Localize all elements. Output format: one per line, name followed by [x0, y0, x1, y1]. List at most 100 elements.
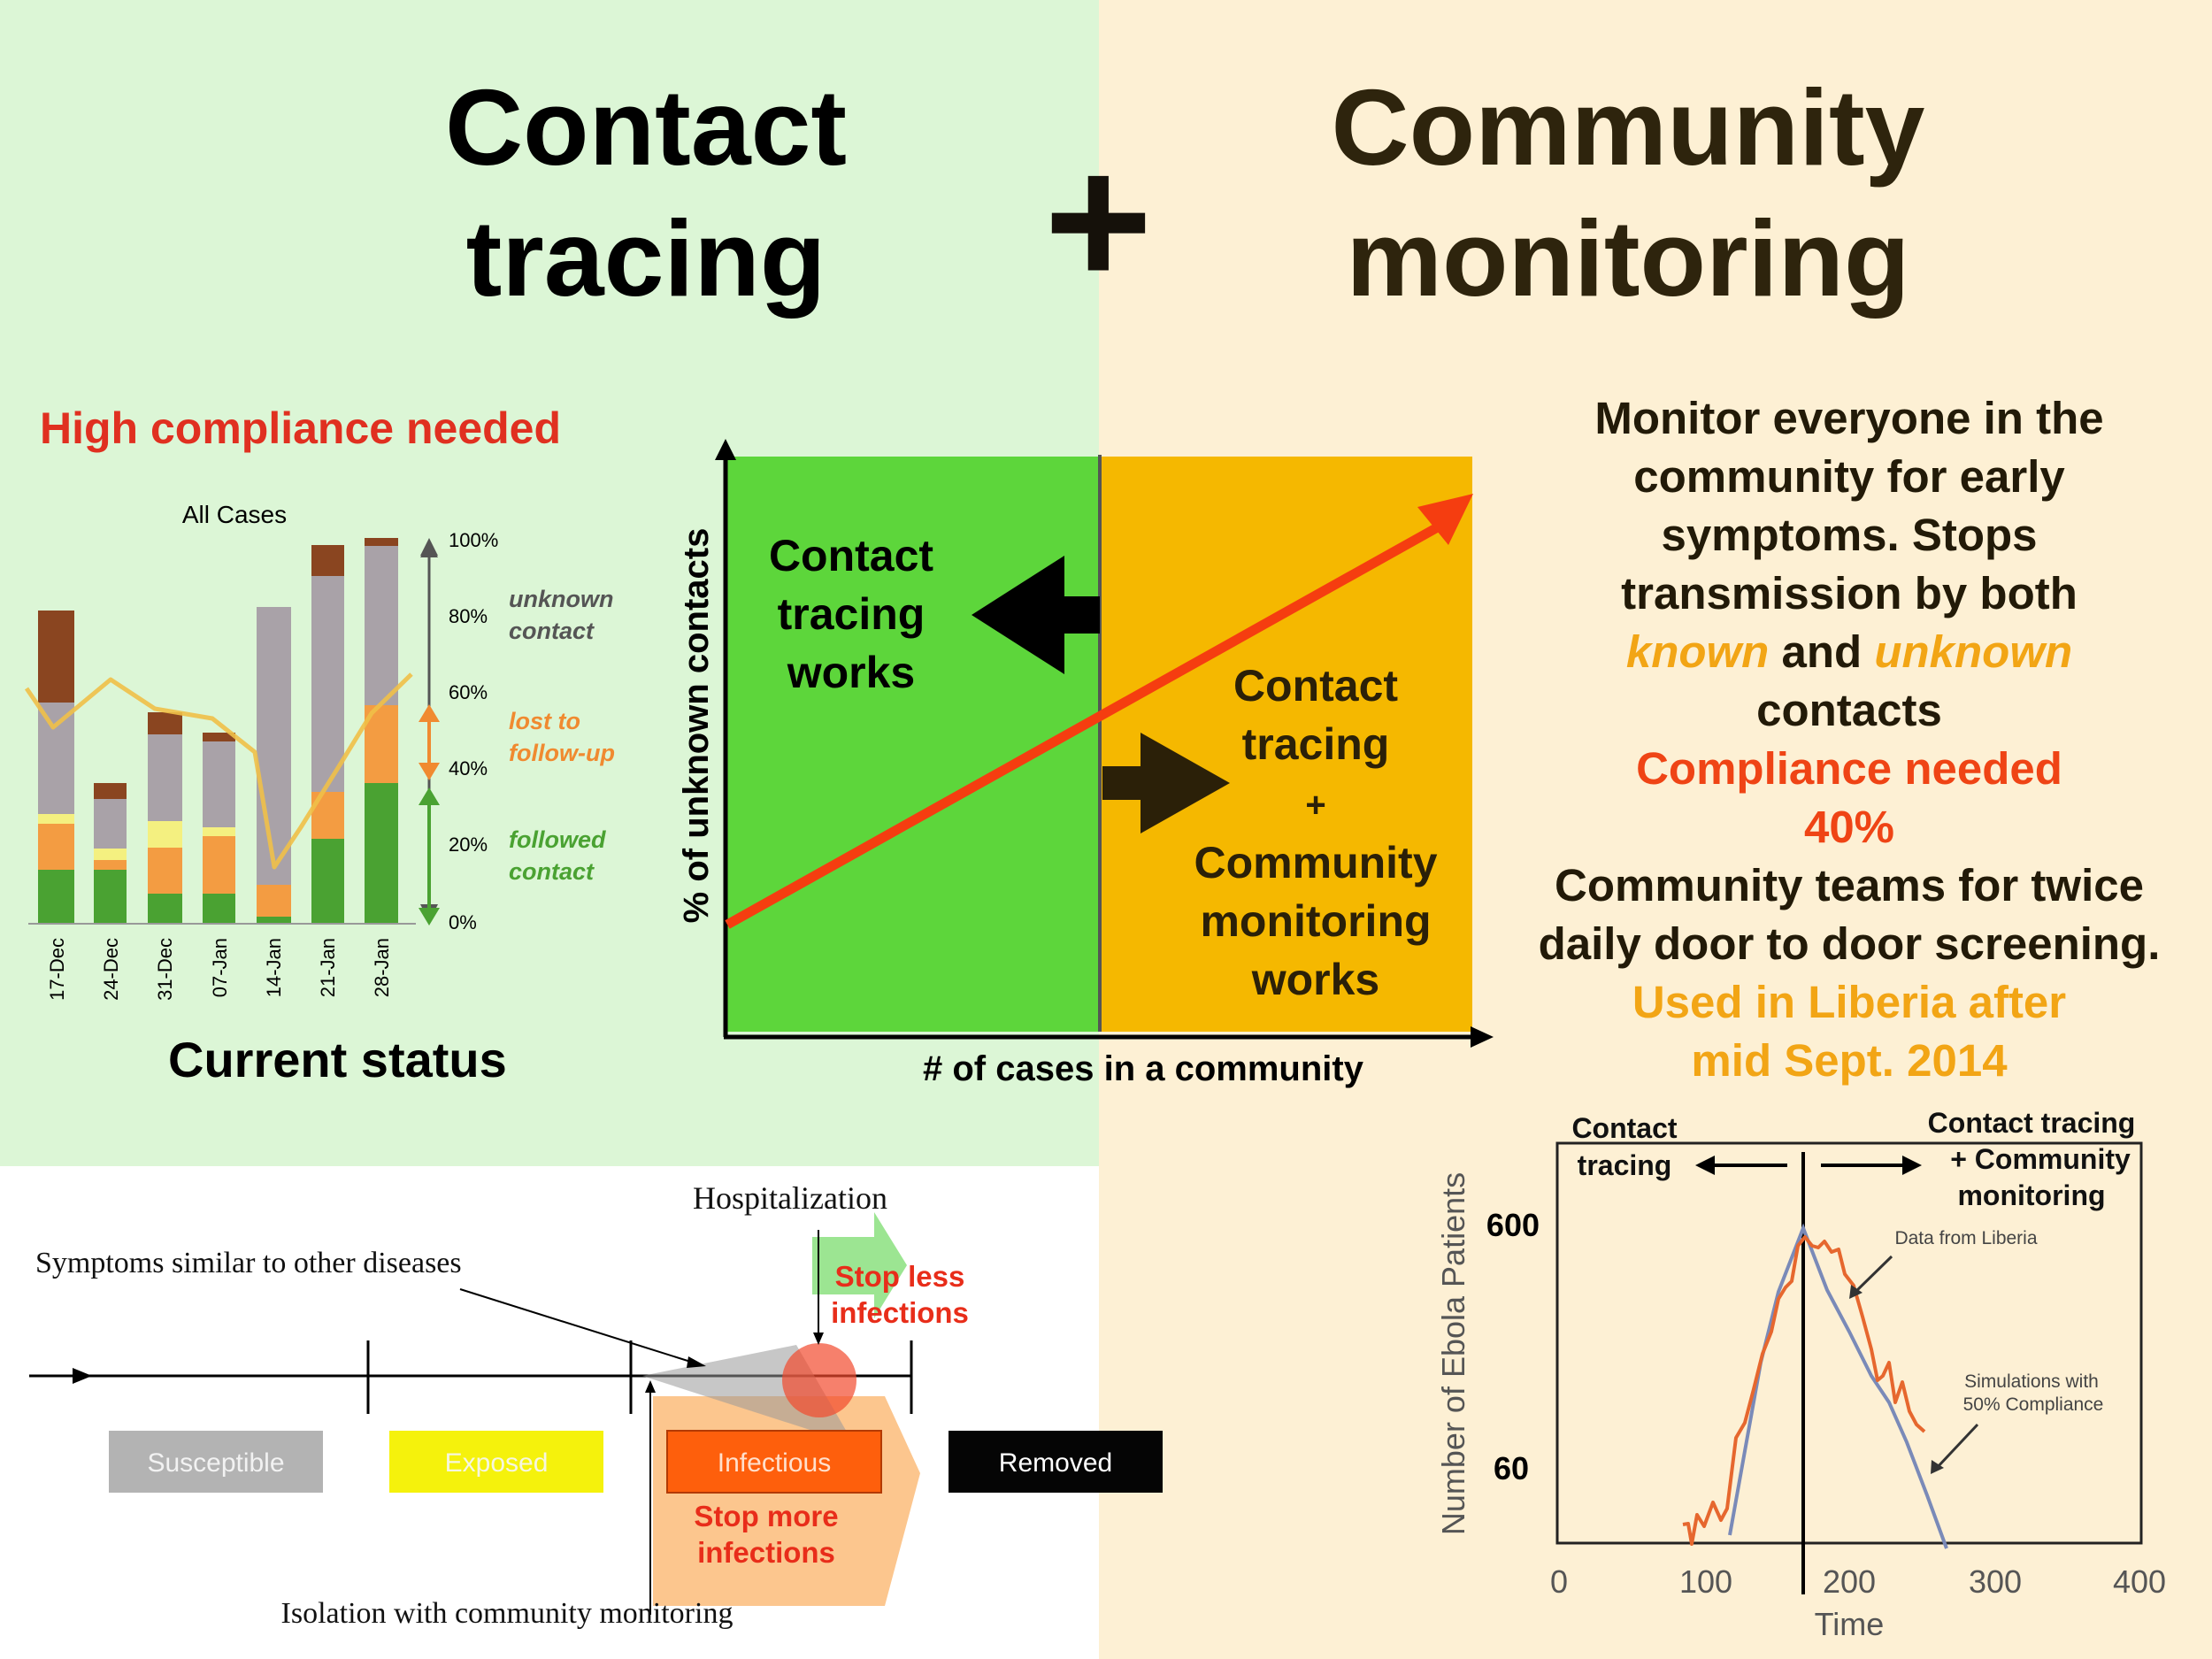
- monitor-line-4: transmission by both: [1621, 568, 2078, 618]
- bar-21jan-followed: [311, 839, 344, 923]
- monitor-line-1: Monitor everyone in the: [1594, 393, 2104, 443]
- stop-more-line-2: infections: [697, 1536, 835, 1569]
- left-arrow: [972, 556, 1100, 674]
- right-zone-label-6: works: [1251, 955, 1380, 1004]
- title-left-line2: tracing: [465, 198, 826, 319]
- label-lost-1: lost to: [509, 708, 580, 734]
- trend-line-arrowhead: [1417, 494, 1473, 545]
- bar-14jan-followed: [257, 917, 291, 923]
- trend-line: [725, 520, 1445, 929]
- ytick-60: 60%: [449, 681, 488, 703]
- compliance-needed-label: Compliance needed: [1636, 743, 2062, 794]
- right-zone-label-3: +: [1305, 786, 1325, 825]
- bar-24dec-lost: [94, 860, 127, 870]
- symptoms-pointer: [459, 1288, 700, 1365]
- unknown-bracket-arrow: [420, 541, 438, 557]
- right-phase-label-3: monitoring: [1957, 1179, 2105, 1211]
- liberia-ytick-60: 60: [1494, 1450, 1529, 1486]
- removed-label: Removed: [999, 1448, 1112, 1478]
- lost-bracket-arrow: [419, 704, 440, 780]
- right-phase-label-2: + Community: [1950, 1143, 2131, 1175]
- unknown-word: unknown: [1874, 626, 2073, 677]
- hospitalization-pointer-head: [813, 1333, 824, 1345]
- right-phase-arrowhead: [1902, 1156, 1922, 1175]
- infectious-label: Infectious: [718, 1448, 831, 1478]
- isolation-pointer-head: [645, 1380, 656, 1393]
- monitor-line-3: symptoms. Stops: [1661, 510, 2038, 560]
- bar-21jan-brown: [311, 545, 344, 576]
- sim-annotation-pointer-head: [1931, 1460, 1944, 1474]
- liberia-ytick-600: 600: [1486, 1207, 1540, 1243]
- ytick-80: 80%: [449, 605, 488, 627]
- monitor-line-6: contacts: [1756, 685, 1942, 735]
- bar-07jan-followed: [203, 894, 235, 923]
- bar-14jan-lost: [257, 885, 291, 917]
- timeline-arrowhead: [73, 1368, 92, 1384]
- simulation-series: [1728, 1223, 1948, 1549]
- liberia-xtick-0: 0: [1550, 1563, 1568, 1600]
- bar-31dec-yellow: [148, 821, 182, 848]
- y-axis-arrowhead: [715, 439, 736, 460]
- x-axis-label: # of cases in a community: [923, 1049, 1364, 1088]
- left-phase-label-1: Contact: [1571, 1112, 1677, 1144]
- right-zone-label-4: Community: [1194, 838, 1438, 887]
- bar-24dec-brown: [94, 783, 127, 799]
- right-phase-label-1: Contact tracing: [1928, 1107, 2136, 1139]
- community-monitoring-description: Monitor everyone in the community for ea…: [1495, 389, 2203, 1090]
- combined-zone: [1101, 457, 1472, 1032]
- bar-24dec-unknown: [94, 799, 127, 849]
- removed-box: [949, 1431, 1163, 1493]
- label-lost-2: follow-up: [509, 740, 615, 766]
- bar-17dec-unknown: [38, 703, 74, 814]
- compliance-needed-value: 40%: [1803, 802, 1895, 852]
- label-followed-1: followed: [509, 826, 606, 853]
- bar-07jan-yellow: [203, 827, 235, 836]
- bar-28jan-brown: [365, 538, 398, 546]
- sim-annotation-1: Simulations with: [1964, 1371, 2099, 1392]
- hospitalization-circle: [782, 1343, 856, 1417]
- bar-31dec-lost: [148, 848, 182, 894]
- liberia-ylabel: Number of Ebola Patients: [1435, 1172, 1471, 1535]
- bar-21jan-unknown: [311, 576, 344, 792]
- bar-28jan-followed: [365, 783, 398, 923]
- high-compliance-heading: High compliance needed: [40, 403, 562, 453]
- bar-31dec-unknown: [148, 734, 182, 821]
- label-unknown-2: contact: [509, 618, 595, 644]
- liberia-xtick-400: 400: [2113, 1563, 2166, 1600]
- symptoms-pointer-head: [687, 1356, 706, 1368]
- data-annotation-pointer-head: [1849, 1285, 1863, 1299]
- stop-more-line-1: Stop more: [694, 1500, 838, 1532]
- hospitalization-label: Hospitalization: [693, 1180, 887, 1216]
- monitor-line-2: community for early: [1633, 451, 2065, 502]
- bar-17dec-yellow: [38, 814, 74, 824]
- xtick-24dec: 24-Dec: [100, 938, 122, 1001]
- liberia-xlabel: Time: [1815, 1606, 1885, 1642]
- stop-less-line-1: Stop less: [835, 1260, 965, 1293]
- known-word: known: [1625, 626, 1770, 677]
- bar-07jan-unknown: [203, 741, 235, 827]
- symptoms-label: Symptoms similar to other diseases: [35, 1247, 462, 1279]
- bar-17dec-lost: [38, 824, 74, 870]
- liberia-line-1: Used in Liberia after: [1632, 977, 2067, 1027]
- contact-tracing-zone: [726, 457, 1101, 1032]
- xtick-21jan: 21-Jan: [317, 938, 339, 997]
- xtick-28jan: 28-Jan: [371, 938, 393, 997]
- bar-24dec-yellow: [94, 849, 127, 860]
- liberia-xtick-200: 200: [1823, 1563, 1876, 1600]
- xtick-17dec: 17-Dec: [46, 938, 68, 1001]
- monitor-line-5: known and unknown: [1495, 623, 2203, 681]
- bar-31dec-followed: [148, 894, 182, 923]
- ytick-40: 40%: [449, 757, 488, 780]
- left-zone-label-3: works: [787, 648, 916, 697]
- left-zone-label-1: Contact: [769, 531, 933, 580]
- right-zone-label-1: Contact: [1233, 661, 1398, 710]
- stop-less-arrow: [812, 1212, 907, 1318]
- exposed-box: [389, 1431, 603, 1493]
- bar-31dec-brown: [148, 712, 182, 734]
- sim-annotation-2: 50% Compliance: [1963, 1394, 2104, 1415]
- x-axis-arrowhead: [1471, 1026, 1494, 1048]
- contact-tracing-title: Contact tracing: [292, 62, 1000, 324]
- teams-line-1: Community teams for twice: [1555, 860, 2144, 910]
- title-right-line2: monitoring: [1346, 198, 1910, 319]
- sim-annotation-pointer: [1934, 1423, 1979, 1471]
